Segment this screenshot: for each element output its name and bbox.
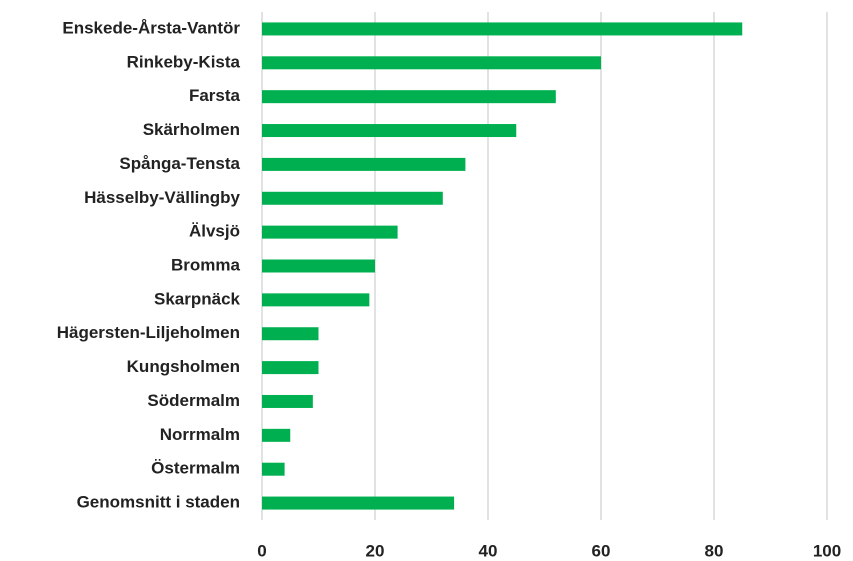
bar (262, 225, 398, 239)
bar (262, 259, 375, 273)
bar (262, 124, 517, 138)
y-tick-label: Hägersten-Liljeholmen (57, 323, 240, 342)
bar (262, 496, 455, 510)
y-tick-label: Södermalm (147, 391, 240, 410)
bar (262, 394, 313, 408)
x-tick-label: 100 (813, 541, 841, 560)
y-tick-label: Kungsholmen (127, 357, 240, 376)
y-tick-label: Rinkeby-Kista (127, 52, 241, 71)
y-tick-label: Norrmalm (160, 425, 240, 444)
bar (262, 22, 743, 36)
y-tick-label: Skarpnäck (154, 289, 241, 308)
bar (262, 157, 466, 171)
bar (262, 428, 291, 442)
y-tick-label: Farsta (189, 86, 241, 105)
y-tick-label: Hässelby-Vällingby (84, 188, 240, 207)
x-tick-label: 40 (479, 541, 498, 560)
x-tick-label: 80 (705, 541, 724, 560)
bar (262, 327, 319, 341)
x-tick-label: 60 (592, 541, 611, 560)
y-tick-label: Bromma (171, 255, 241, 274)
bar (262, 462, 285, 476)
bar (262, 191, 443, 205)
bar (262, 90, 556, 104)
bar (262, 361, 319, 375)
bar (262, 56, 601, 70)
bar (262, 293, 370, 307)
x-tick-label: 20 (366, 541, 385, 560)
y-tick-label: Älvsjö (189, 222, 240, 241)
y-tick-label: Enskede-Årsta-Vantör (62, 18, 240, 37)
x-tick-label: 0 (257, 541, 266, 560)
y-tick-label: Spånga-Tensta (119, 154, 240, 173)
y-tick-label: Skärholmen (143, 120, 240, 139)
y-tick-label: Östermalm (151, 459, 240, 478)
y-tick-label: Genomsnitt i staden (77, 493, 240, 512)
